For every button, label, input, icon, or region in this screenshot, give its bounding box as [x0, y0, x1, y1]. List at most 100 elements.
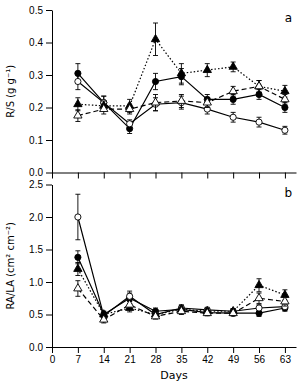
marker [230, 114, 236, 120]
x-tick [233, 173, 234, 179]
y-tick-label: 0.3 [29, 70, 43, 81]
x-tick: 14 [99, 347, 111, 365]
marker [74, 284, 82, 291]
y-tick: 0.2 [29, 102, 52, 113]
marker [229, 62, 237, 69]
marker [127, 293, 133, 299]
x-tick-label: 21 [125, 354, 137, 365]
y-tick: 0.0 [29, 342, 52, 353]
x-tick: 63 [280, 347, 292, 365]
x-tick-label: 35 [176, 354, 188, 365]
x-tick-label: 14 [99, 354, 111, 365]
marker [177, 306, 185, 313]
series-line [78, 289, 285, 320]
y-tick: 0.4 [29, 37, 52, 48]
y-tick-label: 0.5 [29, 5, 43, 16]
y-tick-mark [46, 282, 52, 283]
series-line [78, 82, 285, 131]
x-tick [78, 173, 79, 179]
x-tick: 35 [176, 347, 188, 365]
series-line [78, 269, 285, 315]
error-bar [231, 112, 236, 122]
x-tick-mark [130, 173, 131, 179]
y-tick: 0.5 [29, 5, 52, 16]
y-axis-line [52, 185, 53, 348]
marker [281, 86, 289, 93]
y-tick-mark [46, 217, 52, 218]
marker [255, 82, 263, 89]
x-axis-title: Days [160, 369, 188, 382]
error-bar [257, 117, 262, 127]
x-tick: 21 [125, 347, 137, 365]
marker [281, 95, 289, 102]
x-tick-label: 0 [50, 354, 56, 365]
x-tick: 7 [76, 347, 82, 365]
x-tick-mark [285, 173, 286, 179]
y-tick-label: 0.0 [29, 342, 43, 353]
marker [125, 300, 133, 307]
marker [203, 308, 211, 315]
x-tick [52, 173, 53, 179]
x-tick-label: 56 [254, 354, 266, 365]
marker [255, 293, 263, 300]
x-tick-mark [52, 173, 53, 179]
y-tick-label: 0.4 [29, 37, 43, 48]
x-tick-mark [181, 347, 182, 353]
x-tick-mark [285, 347, 286, 353]
y-tick-label: 0.5 [29, 309, 43, 320]
y-tick-mark [46, 75, 52, 76]
x-tick-label: 63 [280, 354, 292, 365]
x-tick-mark [259, 347, 260, 353]
y-tick-mark [46, 43, 52, 44]
y-axis: 0.00.51.01.52.02.5 [29, 179, 52, 353]
x-tick-mark [233, 347, 234, 353]
error-bar [282, 126, 287, 134]
panel-title: a [285, 11, 292, 25]
marker [125, 104, 133, 111]
y-tick-mark [46, 173, 52, 174]
error-bar [75, 251, 80, 264]
marker [229, 86, 237, 93]
x-tick: 0 [50, 347, 56, 365]
marker [177, 69, 185, 76]
y-tick-mark [46, 108, 52, 109]
x-tick-mark [156, 347, 157, 353]
marker [75, 78, 81, 84]
error-bar [127, 120, 132, 128]
x-tick [130, 173, 131, 179]
y-tick: 1.0 [29, 277, 52, 288]
y-tick: 0.3 [29, 70, 52, 81]
x-tick-mark [104, 347, 105, 353]
y-tick-label: 0.2 [29, 102, 43, 113]
y-axis: 0.0 0.1 0.2 0.3 0.4 0.5 [29, 5, 52, 179]
marker [177, 96, 185, 103]
error-bar [75, 73, 80, 89]
x-tick-mark [52, 347, 53, 353]
marker [282, 127, 288, 133]
x-tick: 28 [150, 347, 162, 365]
panel: 0.00.10.20.30.40.5aR/S (g g⁻¹) [5, 5, 297, 179]
x-tick: 49 [228, 347, 240, 365]
marker [127, 121, 133, 127]
y-tick: 0.5 [29, 309, 52, 320]
x-tick-mark [207, 347, 208, 353]
x-tick-label: 42 [202, 354, 214, 365]
x-tick [259, 173, 260, 179]
x-tick-mark [104, 173, 105, 179]
x-tick-label: 28 [150, 354, 162, 365]
y-tick-label: 2.5 [29, 179, 43, 190]
y-tick-label: 2.0 [29, 212, 43, 223]
y-tick: 0.0 [29, 167, 52, 178]
x-tick [104, 173, 105, 179]
plot-area [74, 23, 289, 134]
chart: 0.00.10.20.30.40.5aR/S (g g⁻¹)0714212835… [0, 0, 308, 385]
marker [100, 315, 108, 322]
marker [256, 119, 262, 125]
marker [256, 305, 262, 311]
plot-area [74, 194, 289, 323]
y-tick-mark [46, 185, 52, 186]
marker [151, 34, 159, 41]
x-tick-mark [130, 347, 131, 353]
y-tick: 0.1 [29, 135, 52, 146]
marker [281, 297, 289, 304]
